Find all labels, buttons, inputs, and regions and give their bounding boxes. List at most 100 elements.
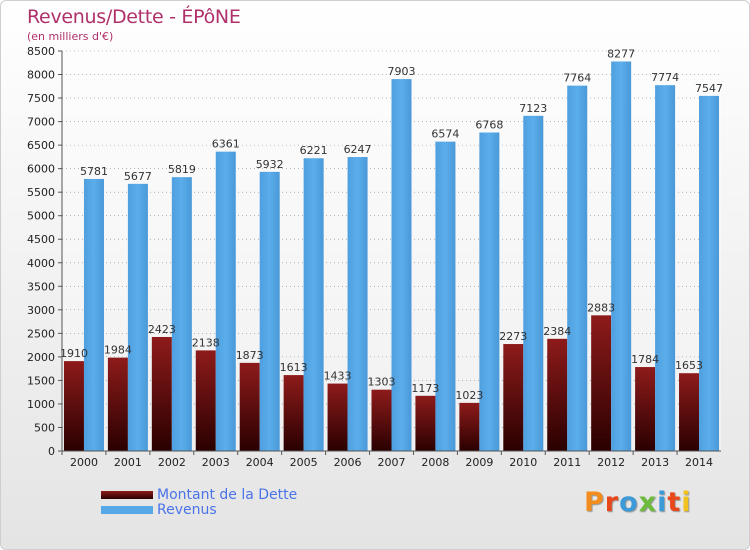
- y-tick-label: 1000: [27, 398, 55, 411]
- debt-data-label: 1303: [368, 376, 396, 389]
- revenue-data-label: 5819: [168, 163, 196, 176]
- revenue-bar: [611, 61, 632, 452]
- y-tick-label: 1500: [27, 374, 55, 387]
- revenue-data-label: 6247: [344, 143, 372, 156]
- revenue-data-label: 5781: [80, 165, 108, 178]
- y-tick-label: 4500: [27, 233, 55, 246]
- revenue-bar: [655, 85, 676, 451]
- y-tick-label: 500: [34, 421, 55, 434]
- y-tick-label: 5000: [27, 210, 55, 223]
- debt-bar: [151, 336, 172, 451]
- debt-data-label: 1433: [324, 370, 352, 383]
- revenue-data-label: 5932: [256, 158, 284, 171]
- debt-data-label: 1873: [236, 349, 264, 362]
- revenue-bar: [303, 158, 324, 451]
- y-tick-label: 2500: [27, 327, 55, 340]
- y-tick-label: 4000: [27, 257, 55, 270]
- debt-data-label: 2384: [543, 325, 571, 338]
- revenue-bar: [391, 79, 412, 451]
- logo-letter: i: [681, 487, 692, 518]
- legend-item-debt: Montant de la Dette: [101, 486, 298, 503]
- revenue-data-label: 6768: [475, 119, 503, 132]
- x-tick-label: 2005: [290, 456, 318, 469]
- chart-title: Revenus/Dette - ÉPôNE: [27, 6, 241, 28]
- x-tick-label: 2002: [158, 456, 186, 469]
- debt-data-label: 2273: [499, 330, 527, 343]
- debt-data-label: 1173: [411, 382, 439, 395]
- legend-swatch-debt: [101, 490, 153, 499]
- logo-letter: r: [604, 487, 620, 518]
- revenue-bar: [699, 95, 720, 452]
- legend: Montant de la Dette Revenus: [101, 486, 298, 518]
- legend-item-revenue: Revenus: [101, 501, 297, 518]
- revenue-bar: [259, 171, 280, 452]
- revenue-data-label: 8277: [607, 47, 635, 60]
- y-tick-label: 3500: [27, 280, 55, 293]
- chart-subtitle: (en milliers d'€): [27, 30, 114, 43]
- x-tick-label: 2012: [597, 456, 625, 469]
- debt-bar: [283, 375, 304, 451]
- debt-bar: [327, 383, 348, 451]
- debt-data-label: 2423: [148, 323, 176, 336]
- revenue-bar: [127, 183, 148, 452]
- y-tick-label: 7000: [27, 116, 55, 129]
- x-tick-label: 2014: [685, 456, 713, 469]
- logo-letter: x: [638, 487, 658, 518]
- y-tick-label: 5500: [27, 186, 55, 199]
- debt-bar: [107, 357, 128, 451]
- x-tick-label: 2011: [553, 456, 581, 469]
- debt-bar: [459, 402, 480, 451]
- y-tick-label: 8500: [27, 45, 55, 58]
- x-tick-label: 2008: [421, 456, 449, 469]
- x-tick-label: 2003: [202, 456, 230, 469]
- legend-label-debt: Montant de la Dette: [157, 486, 298, 503]
- debt-bar: [63, 361, 84, 451]
- y-tick-label: 8000: [27, 69, 55, 82]
- revenue-bar: [567, 85, 588, 452]
- legend-swatch-revenue: [101, 505, 153, 514]
- debt-data-label: 1984: [104, 344, 132, 357]
- y-tick-label: 2000: [27, 351, 55, 364]
- debt-bar: [679, 373, 700, 451]
- debt-data-label: 1613: [280, 361, 308, 374]
- y-tick-label: 0: [48, 445, 55, 458]
- debt-data-label: 1653: [675, 359, 703, 372]
- revenue-data-label: 7547: [695, 82, 723, 95]
- debt-data-label: 2883: [587, 301, 615, 314]
- logo-letter: o: [619, 487, 639, 518]
- revenue-data-label: 7903: [388, 65, 416, 78]
- x-tick-label: 2009: [465, 456, 493, 469]
- revenue-bar: [171, 177, 192, 451]
- debt-data-label: 1023: [455, 389, 483, 402]
- revenue-data-label: 5677: [124, 170, 152, 183]
- revenue-bar: [479, 132, 500, 451]
- logo-letter: t: [667, 487, 682, 518]
- x-tick-label: 2004: [246, 456, 274, 469]
- y-tick-label: 3000: [27, 304, 55, 317]
- debt-bar: [547, 338, 568, 451]
- y-tick-label: 6500: [27, 139, 55, 152]
- revenue-data-label: 6221: [300, 144, 328, 157]
- x-tick-label: 2013: [641, 456, 669, 469]
- x-tick-label: 2001: [114, 456, 142, 469]
- y-tick-label: 6000: [27, 163, 55, 176]
- revenue-bar: [215, 151, 236, 452]
- debt-data-label: 2138: [192, 336, 220, 349]
- proxiti-logo: Proxiti: [584, 487, 692, 518]
- revenue-data-label: 7774: [651, 71, 679, 84]
- revenue-data-label: 6361: [212, 138, 240, 151]
- debt-bar: [591, 315, 612, 451]
- revenue-bar: [83, 178, 104, 451]
- debt-bar: [195, 350, 216, 451]
- x-tick-label: 2010: [509, 456, 537, 469]
- debt-data-label: 1910: [60, 347, 88, 360]
- debt-bar: [635, 367, 656, 451]
- debt-data-label: 1784: [631, 353, 659, 366]
- legend-label-revenue: Revenus: [157, 501, 217, 518]
- revenue-bar: [435, 141, 456, 451]
- debt-bar: [239, 362, 260, 451]
- revenue-data-label: 7123: [519, 102, 547, 115]
- revenue-bar: [523, 115, 544, 452]
